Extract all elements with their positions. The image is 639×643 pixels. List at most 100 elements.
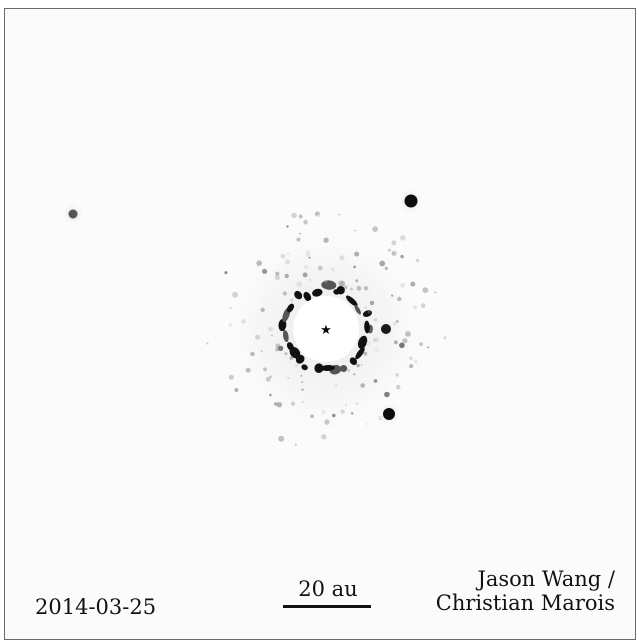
star-icon: ★ bbox=[320, 323, 332, 338]
speckle bbox=[278, 345, 284, 351]
speckle bbox=[232, 291, 239, 298]
speckle bbox=[263, 367, 267, 372]
speckle bbox=[298, 214, 303, 219]
speckle bbox=[443, 336, 447, 340]
speckle bbox=[296, 281, 303, 288]
direct-image: ★ bbox=[61, 187, 447, 446]
speckle bbox=[260, 307, 265, 312]
speckle bbox=[274, 274, 280, 281]
speckle bbox=[367, 310, 371, 314]
speckle bbox=[290, 298, 294, 302]
credit-line-1: Jason Wang / bbox=[477, 567, 615, 591]
speckle bbox=[229, 306, 232, 310]
speckle bbox=[304, 265, 309, 270]
speckle bbox=[391, 252, 395, 255]
speckle bbox=[335, 384, 338, 387]
speckle bbox=[366, 422, 369, 426]
speckle bbox=[379, 260, 386, 267]
speckle bbox=[332, 413, 336, 418]
credit: Jason Wang / Christian Marois bbox=[436, 567, 615, 615]
speckle bbox=[384, 266, 388, 271]
speckle bbox=[299, 232, 301, 235]
speckle bbox=[303, 291, 312, 302]
speckle bbox=[286, 342, 294, 351]
speckle bbox=[346, 295, 358, 307]
speckle bbox=[294, 364, 299, 368]
speckle bbox=[400, 254, 404, 259]
speckle bbox=[269, 393, 272, 397]
speckle bbox=[393, 340, 398, 345]
speckle bbox=[275, 271, 280, 276]
speckle bbox=[360, 363, 363, 366]
speckle bbox=[400, 282, 406, 288]
speckle bbox=[373, 317, 378, 322]
speckle bbox=[372, 226, 379, 232]
speckle bbox=[286, 252, 290, 255]
speckle bbox=[308, 256, 311, 259]
speckle bbox=[289, 356, 293, 360]
speckle bbox=[422, 287, 429, 294]
speckle bbox=[415, 258, 420, 263]
speckle bbox=[245, 367, 251, 373]
speckle bbox=[296, 237, 301, 242]
speckle bbox=[308, 278, 312, 282]
speckle bbox=[355, 279, 359, 283]
speckle bbox=[255, 334, 261, 340]
speckle bbox=[286, 225, 289, 228]
speckle bbox=[360, 383, 366, 388]
speckle bbox=[395, 373, 399, 377]
date-label: 2014-03-25 bbox=[35, 595, 157, 619]
speckle bbox=[353, 373, 356, 376]
planet-d bbox=[383, 408, 395, 420]
speckle bbox=[344, 285, 348, 290]
speckle bbox=[301, 388, 304, 391]
speckle bbox=[303, 219, 308, 225]
speckle bbox=[268, 326, 273, 332]
scale-bar bbox=[283, 605, 371, 608]
speckle bbox=[295, 443, 297, 446]
speckle bbox=[310, 414, 314, 419]
speckle bbox=[228, 374, 234, 380]
planet-c bbox=[404, 194, 418, 208]
speckle bbox=[291, 212, 297, 219]
speckle bbox=[402, 338, 408, 344]
planet-b bbox=[68, 209, 78, 219]
speckle bbox=[369, 328, 373, 332]
speckle bbox=[262, 268, 268, 274]
speckle bbox=[278, 435, 285, 442]
speckle bbox=[340, 364, 348, 373]
speckle bbox=[317, 214, 320, 218]
speckle bbox=[302, 272, 308, 278]
speckle bbox=[363, 351, 368, 356]
speckle bbox=[356, 285, 362, 291]
speckle bbox=[350, 412, 354, 415]
speckle bbox=[284, 259, 291, 265]
speckle bbox=[349, 357, 358, 365]
speckle bbox=[321, 280, 337, 290]
speckle bbox=[280, 253, 286, 259]
speckle bbox=[397, 296, 402, 302]
speckle bbox=[387, 248, 391, 252]
speckle bbox=[282, 330, 289, 343]
speckle bbox=[206, 342, 209, 345]
speckle bbox=[366, 340, 372, 347]
speckle bbox=[331, 267, 335, 271]
speckle bbox=[347, 369, 350, 372]
speckle bbox=[374, 346, 380, 353]
speckle bbox=[260, 350, 263, 353]
speckle bbox=[434, 291, 437, 294]
speckle bbox=[301, 381, 304, 384]
speckle bbox=[395, 320, 399, 323]
speckle-field bbox=[206, 211, 447, 446]
speckle bbox=[399, 234, 406, 241]
coronagraph-mask bbox=[293, 296, 359, 362]
speckle bbox=[350, 287, 353, 291]
speckle bbox=[324, 280, 328, 283]
speckle bbox=[256, 260, 262, 266]
speckle bbox=[241, 319, 246, 324]
speckle bbox=[336, 285, 345, 295]
speckle bbox=[276, 402, 282, 408]
speckle bbox=[364, 320, 370, 334]
speckle bbox=[338, 213, 341, 216]
credit-line-2: Christian Marois bbox=[435, 591, 615, 615]
